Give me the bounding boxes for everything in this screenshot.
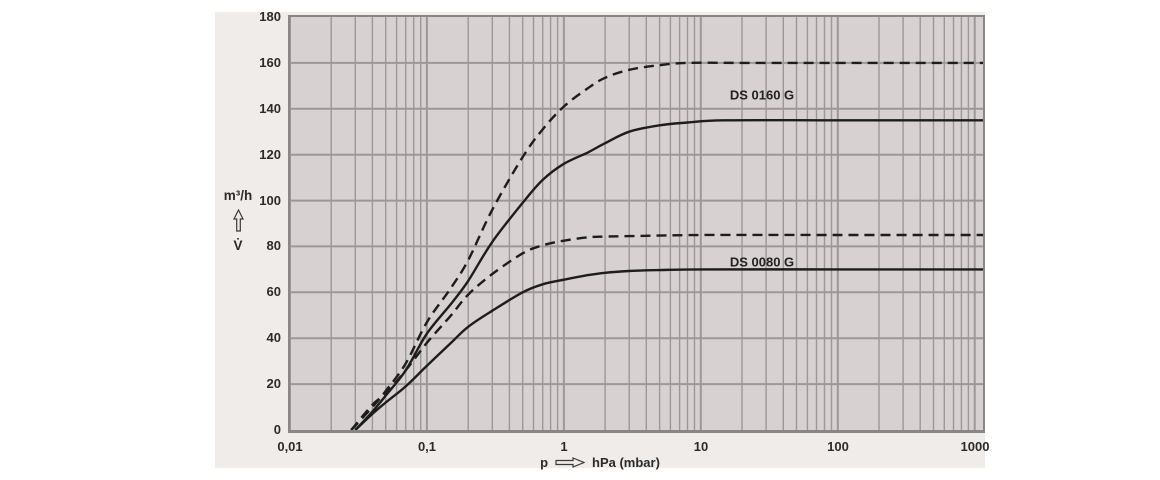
flow-symbol: V̇ — [233, 238, 243, 253]
y-tick-label: 180 — [259, 9, 281, 24]
figure-panel: DS 0160 G DS 0080 G m³/h V̇ p hPa (mbar) … — [215, 9, 989, 470]
curve-label: DS 0160 G — [729, 87, 795, 103]
x-tick-label: 1 — [560, 439, 568, 454]
curve-label: DS 0080 G — [729, 254, 795, 270]
chart-svg — [290, 17, 983, 430]
series-curve-ds-0080-g-dashed — [350, 233, 983, 430]
x-tick-label: 10 — [693, 439, 709, 454]
series-curve-ds-0080-g-solid — [354, 268, 983, 430]
y-tick-label: 100 — [259, 193, 281, 208]
x-tick-label: 0,01 — [277, 439, 303, 454]
y-tick-label: 60 — [266, 284, 281, 299]
y-axis-unit: m³/h — [223, 188, 253, 203]
x-tick-label: 0,1 — [417, 439, 437, 454]
x-tick-label: 100 — [827, 439, 849, 454]
y-tick-label: 0 — [273, 422, 281, 437]
y-tick-label: 140 — [259, 101, 281, 116]
y-tick-label: 80 — [266, 238, 281, 253]
up-arrow-icon — [232, 209, 244, 232]
x-axis-unit: hPa (mbar) — [592, 455, 660, 470]
y-tick-label: 160 — [259, 55, 281, 70]
right-arrow-icon — [555, 457, 586, 468]
y-tick-label: 120 — [259, 147, 281, 162]
x-axis-quantity: p — [540, 455, 549, 470]
y-tick-label: 20 — [266, 376, 281, 391]
y-axis-label: m³/h V̇ — [215, 188, 261, 253]
y-tick-label: 40 — [266, 330, 281, 345]
series-curve-ds-0160-g-dashed — [350, 61, 983, 430]
x-axis-label: p hPa (mbar) — [215, 455, 985, 470]
x-tick-label: 1000 — [960, 439, 990, 454]
plot-area: DS 0160 G DS 0080 G — [288, 15, 985, 433]
